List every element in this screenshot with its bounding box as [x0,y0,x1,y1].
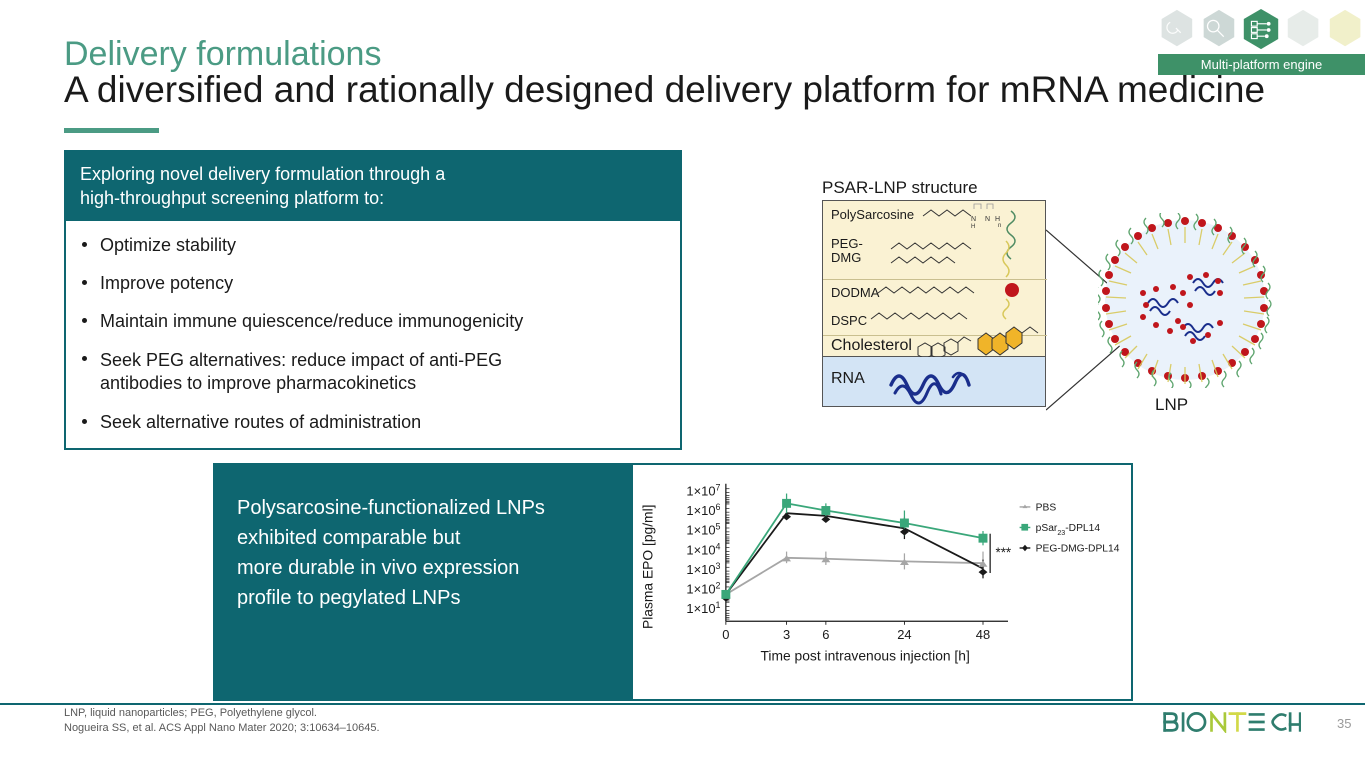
svg-text:1×104: 1×104 [686,541,720,557]
svg-text:1×101: 1×101 [686,600,720,616]
svg-text:n: n [998,223,1001,229]
svg-text:Time post intravenous injectio: Time post intravenous injection [h] [760,648,969,664]
svg-text:1×107: 1×107 [686,482,720,498]
svg-text:1×103: 1×103 [686,561,720,577]
svg-text:PEG-DMG-DPL14: PEG-DMG-DPL14 [1036,544,1120,555]
svg-text:0: 0 [722,627,729,642]
svg-text:1×105: 1×105 [686,522,720,538]
svg-text:N: N [985,216,990,223]
svg-text:6: 6 [822,627,829,642]
svg-text:48: 48 [976,627,990,642]
svg-text:H: H [995,216,1000,223]
svg-text:***: *** [996,545,1012,560]
svg-text:H: H [971,224,975,230]
svg-text:PBS: PBS [1036,503,1057,514]
svg-text:3: 3 [783,627,790,642]
svg-text:Plasma EPO [pg/ml]: Plasma EPO [pg/ml] [640,505,656,630]
svg-text:24: 24 [897,627,911,642]
svg-text:pSar23-DPL14: pSar23-DPL14 [1036,523,1101,537]
svg-text:1×106: 1×106 [686,502,720,518]
svg-text:1×102: 1×102 [686,581,720,597]
svg-text:N: N [971,216,976,223]
